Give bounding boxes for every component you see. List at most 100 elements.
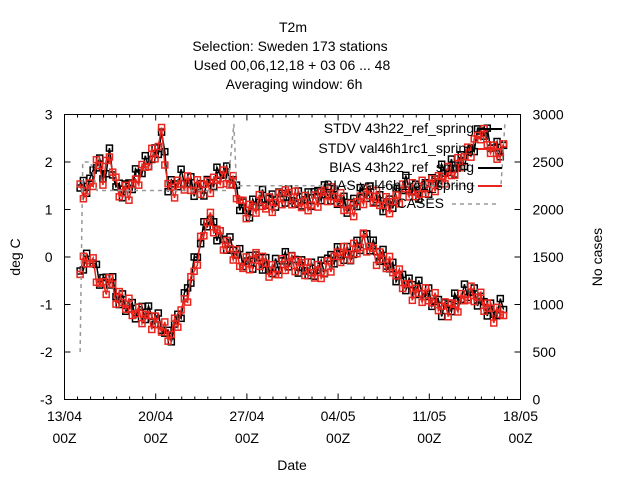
- y-tick-label: -1: [40, 297, 53, 313]
- series-point-bias-val46h1rc1-spring: [421, 284, 430, 292]
- series-point-stdv-val46h1rc1-spring: [366, 192, 374, 200]
- series-point-bias-val46h1rc1-spring: [490, 319, 498, 327]
- series-point-bias-val46h1rc1-spring: [118, 298, 127, 307]
- series-point-stdv-val46h1rc1-spring: [408, 178, 417, 187]
- x-tick-label-hour: 00Z: [52, 430, 77, 446]
- series-point-stdv-val46h1rc1-spring: [421, 190, 430, 198]
- series-point-stdv-val46h1rc1-spring: [167, 183, 176, 191]
- y2-tick-label: 1000: [533, 297, 564, 313]
- series-point-stdv-val46h1rc1-spring: [444, 162, 452, 171]
- x-tick-label-hour: 00Z: [417, 430, 442, 446]
- x-tick-label-hour: 00Z: [508, 430, 533, 446]
- series-point-stdv-val46h1rc1-spring: [183, 172, 192, 180]
- series-point-bias-val46h1rc1-spring: [258, 252, 267, 261]
- series-point-bias-val46h1rc1-spring: [395, 265, 404, 273]
- series-point-bias-val46h1rc1-spring: [356, 243, 364, 252]
- y2-tick-label: 0: [533, 392, 541, 408]
- series-point-bias-val46h1rc1-spring: [157, 328, 166, 336]
- x-tick-label-date: 27/04: [229, 408, 264, 424]
- series-point-bias-val46h1rc1-spring: [336, 258, 345, 267]
- series-point-stdv-val46h1rc1-spring: [99, 181, 107, 189]
- series-point-stdv-val46h1rc1-spring: [349, 212, 358, 221]
- series-point-stdv-43h22-ref-spring: [402, 171, 410, 180]
- y-tick-label: 2: [45, 154, 53, 170]
- legend: STDV 43h22_ref_spring STDV val46h1rc1_sp…: [318, 120, 502, 211]
- series-point-stdv-val46h1rc1-spring: [372, 186, 381, 195]
- series-point-bias-val46h1rc1-spring: [333, 248, 342, 256]
- series-point-stdv-val46h1rc1-spring: [385, 209, 394, 218]
- series-point-stdv-val46h1rc1-spring: [356, 192, 364, 200]
- series-point-stdv-val46h1rc1-spring: [157, 123, 166, 132]
- series-point-bias-val46h1rc1-spring: [183, 298, 192, 306]
- x-tick-label-date: 18/05: [503, 408, 538, 424]
- series-point-stdv-val46h1rc1-spring: [219, 166, 228, 174]
- y2-axis-ticks: 0 500 1000 1500 2000 2500 3000: [533, 107, 564, 408]
- series-point-stdv-val46h1rc1-spring: [89, 182, 97, 191]
- series-point-bias-val46h1rc1-spring: [450, 300, 459, 309]
- x-tick-label-date: 04/05: [321, 408, 356, 424]
- series-point-stdv-val46h1rc1-spring: [226, 181, 234, 189]
- series-point-bias-val46h1rc1-spring: [268, 261, 277, 269]
- series-point-bias-val46h1rc1-spring: [349, 239, 358, 248]
- series-point-bias-val46h1rc1-spring: [493, 303, 501, 312]
- series-point-bias-val46h1rc1-spring: [385, 252, 394, 261]
- series-point-stdv-val46h1rc1-spring: [493, 155, 501, 163]
- series-point-stdv-val46h1rc1-spring: [327, 183, 335, 191]
- x-tick-label-hour: 00Z: [235, 430, 260, 446]
- series-point-bias-val46h1rc1-spring: [323, 257, 332, 265]
- series-point-stdv-val46h1rc1-spring: [382, 192, 391, 201]
- series-point-bias-val46h1rc1-spring: [79, 252, 88, 261]
- series-point-stdv-43h22-ref-spring: [161, 147, 169, 156]
- x-tick-label-date: 11/05: [412, 408, 446, 424]
- y-tick-label: 1: [45, 202, 53, 218]
- series-point-stdv-val46h1rc1-spring: [105, 153, 114, 161]
- series-point-bias-val46h1rc1-spring: [76, 270, 84, 279]
- series-point-stdv-val46h1rc1-spring: [486, 149, 495, 158]
- series-point-bias-val46h1rc1-spring: [284, 259, 293, 268]
- series-point-bias-val46h1rc1-spring: [415, 289, 423, 298]
- series-point-bias-val46h1rc1-spring: [249, 256, 257, 264]
- series-point-stdv-val46h1rc1-spring: [255, 190, 264, 199]
- y-tick-label: 3: [45, 107, 53, 123]
- y-axis-label: deg C: [7, 238, 23, 275]
- legend-label-cases: CASES: [397, 195, 444, 211]
- series-point-stdv-val46h1rc1-spring: [395, 200, 404, 208]
- chart-title-line-2: Selection: Sweden 173 stations: [192, 38, 387, 54]
- series-point-bias-val46h1rc1-spring: [229, 256, 237, 264]
- series-point-stdv-val46h1rc1-spring: [359, 200, 368, 209]
- series-point-bias-val46h1rc1-spring: [431, 288, 439, 297]
- series-point-stdv-val46h1rc1-spring: [95, 161, 104, 170]
- chart-title-line-4: Averaging window: 6h: [226, 76, 363, 92]
- series-point-bias-val46h1rc1-spring: [177, 306, 185, 314]
- series-point-bias-val46h1rc1-spring: [376, 248, 384, 256]
- series-point-stdv-val46h1rc1-spring: [82, 187, 91, 195]
- y2-tick-label: 2000: [533, 202, 564, 218]
- series-point-bias-val46h1rc1-spring: [125, 294, 133, 303]
- series-point-stdv-val46h1rc1-spring: [431, 187, 439, 196]
- x-tick-label-hour: 00Z: [326, 430, 351, 446]
- series-point-bias-val46h1rc1-spring: [444, 313, 452, 321]
- series-point-stdv-val46h1rc1-spring: [301, 191, 309, 200]
- series-point-stdv-43h22-ref-spring: [86, 174, 94, 182]
- legend-label-bias-val: BIAS val46h1rc1_spring: [324, 177, 474, 193]
- x-axis-label: Date: [277, 457, 307, 473]
- series-point-bias-val46h1rc1-spring: [278, 255, 286, 263]
- series-line-cases: [79, 123, 507, 353]
- chart-title-line-1: T2m: [279, 19, 307, 35]
- series-point-stdv-val46h1rc1-spring: [291, 187, 299, 195]
- series-point-bias-val46h1rc1-spring: [382, 264, 391, 273]
- series-point-bias-val46h1rc1-spring: [148, 325, 156, 334]
- series-point-bias-val46h1rc1-spring: [170, 314, 179, 322]
- series-point-stdv-val46h1rc1-spring: [193, 176, 202, 184]
- series-point-bias-val46h1rc1-spring: [222, 236, 231, 245]
- legend-label-stdv-ref: STDV 43h22_ref_spring: [324, 120, 474, 136]
- series-point-stdv-val46h1rc1-spring: [125, 196, 133, 204]
- series-point-stdv-val46h1rc1-spring: [79, 195, 88, 203]
- series-point-bias-val46h1rc1-spring: [499, 311, 508, 320]
- chart-title-line-3: Used 00,06,12,18 + 03 06 ... 48: [194, 57, 391, 73]
- y2-tick-label: 2500: [533, 154, 564, 170]
- series-point-stdv-val46h1rc1-spring: [118, 188, 127, 197]
- series-point-stdv-val46h1rc1-spring: [112, 173, 120, 181]
- y-tick-label: -2: [40, 344, 53, 360]
